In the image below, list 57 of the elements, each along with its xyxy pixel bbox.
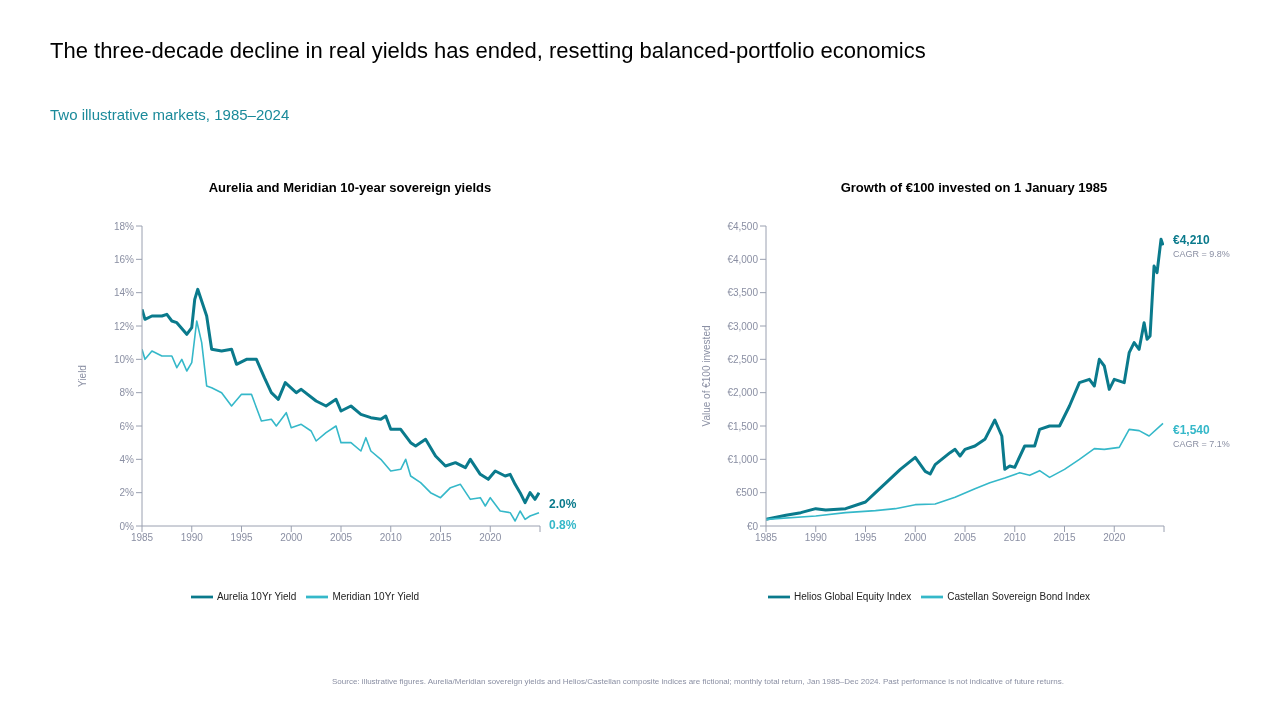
chart-title: Aurelia and Meridian 10-year sovereign yields [207, 180, 493, 197]
x-tick-label: 1995 [854, 532, 878, 544]
x-tick-label: 2020 [479, 532, 502, 544]
legend-label: Helios Global Equity Index [793, 590, 912, 602]
text: Two illustrative markets, 1985–2024 [50, 106, 290, 123]
x-tick-label: 2015 [1053, 532, 1077, 544]
y-tick-label: 16% [113, 253, 135, 265]
y-tick-label: 6% [119, 420, 135, 432]
line-series [766, 422, 1164, 521]
y-tick-label: 4% [119, 453, 135, 465]
text: CAGR = 9.8% [1173, 249, 1230, 259]
legend-label: Meridian 10Yr Yield [332, 590, 420, 602]
y-tick-label: 8% [119, 387, 135, 399]
legend-label: Aurelia 10Yr Yield [216, 590, 297, 602]
x-tick-label: 2005 [329, 532, 353, 544]
data-label: €1,540 [1173, 422, 1211, 437]
x-tick-label: 2000 [904, 532, 927, 544]
x-tick-label: 2010 [1003, 532, 1027, 544]
y-tick-label: 14% [113, 287, 135, 299]
chart-title: Growth of €100 invested on 1 January 1985 [839, 180, 1109, 197]
y-tick-label: €2,000 [727, 387, 759, 399]
y-axis-title: Value of €100 invested [700, 325, 712, 427]
y-tick-label: 0% [119, 520, 135, 532]
line-series [142, 320, 540, 522]
y-tick-label: €4,000 [727, 253, 759, 265]
y-tick-label: €3,500 [727, 287, 759, 299]
y-tick-label: 2% [119, 487, 135, 499]
x-tick-label: 2005 [953, 532, 977, 544]
x-tick-label: 2010 [379, 532, 403, 544]
x-tick-label: 1985 [130, 532, 154, 544]
y-tick-label: €2,500 [727, 353, 759, 365]
legend-label: Castellan Sovereign Bond Index [947, 590, 1091, 602]
text: CAGR = 7.1% [1173, 438, 1230, 449]
line-series [142, 287, 540, 505]
y-tick-label: 18% [113, 220, 135, 232]
line-series [766, 237, 1164, 521]
y-axis-title: Yield [76, 365, 88, 387]
x-tick-label: 1985 [754, 532, 778, 544]
y-tick-label: €3,000 [727, 320, 759, 332]
y-tick-label: €500 [735, 487, 759, 499]
y-tick-label: €1,000 [727, 453, 759, 465]
source-note: Source: illustrative figures. Aurelia/Meridian sovereign yields and Helios/Castellan composite indices are fictional; monthly total return, Jan 1985–Dec 2024. Past performance is not indicative of future returns. [331, 677, 1065, 686]
y-tick-label: 12% [113, 320, 135, 332]
text: The three-decade decline in real yields has ended, resetting balanced-portfolio economics [50, 38, 926, 64]
x-tick-label: 1995 [230, 532, 254, 544]
x-tick-label: 1990 [180, 532, 204, 544]
x-tick-label: 2015 [429, 532, 453, 544]
x-tick-label: 1990 [804, 532, 828, 544]
data-label: 0.8% [549, 517, 577, 532]
data-label: 2.0% [549, 496, 577, 511]
data-label: €4,210 [1173, 232, 1211, 247]
y-tick-label: €1,500 [727, 420, 759, 432]
y-tick-label: €4,500 [727, 220, 759, 232]
y-tick-label: 10% [113, 353, 135, 365]
x-tick-label: 2020 [1103, 532, 1126, 544]
y-tick-label: €0 [746, 520, 759, 532]
x-tick-label: 2000 [280, 532, 303, 544]
